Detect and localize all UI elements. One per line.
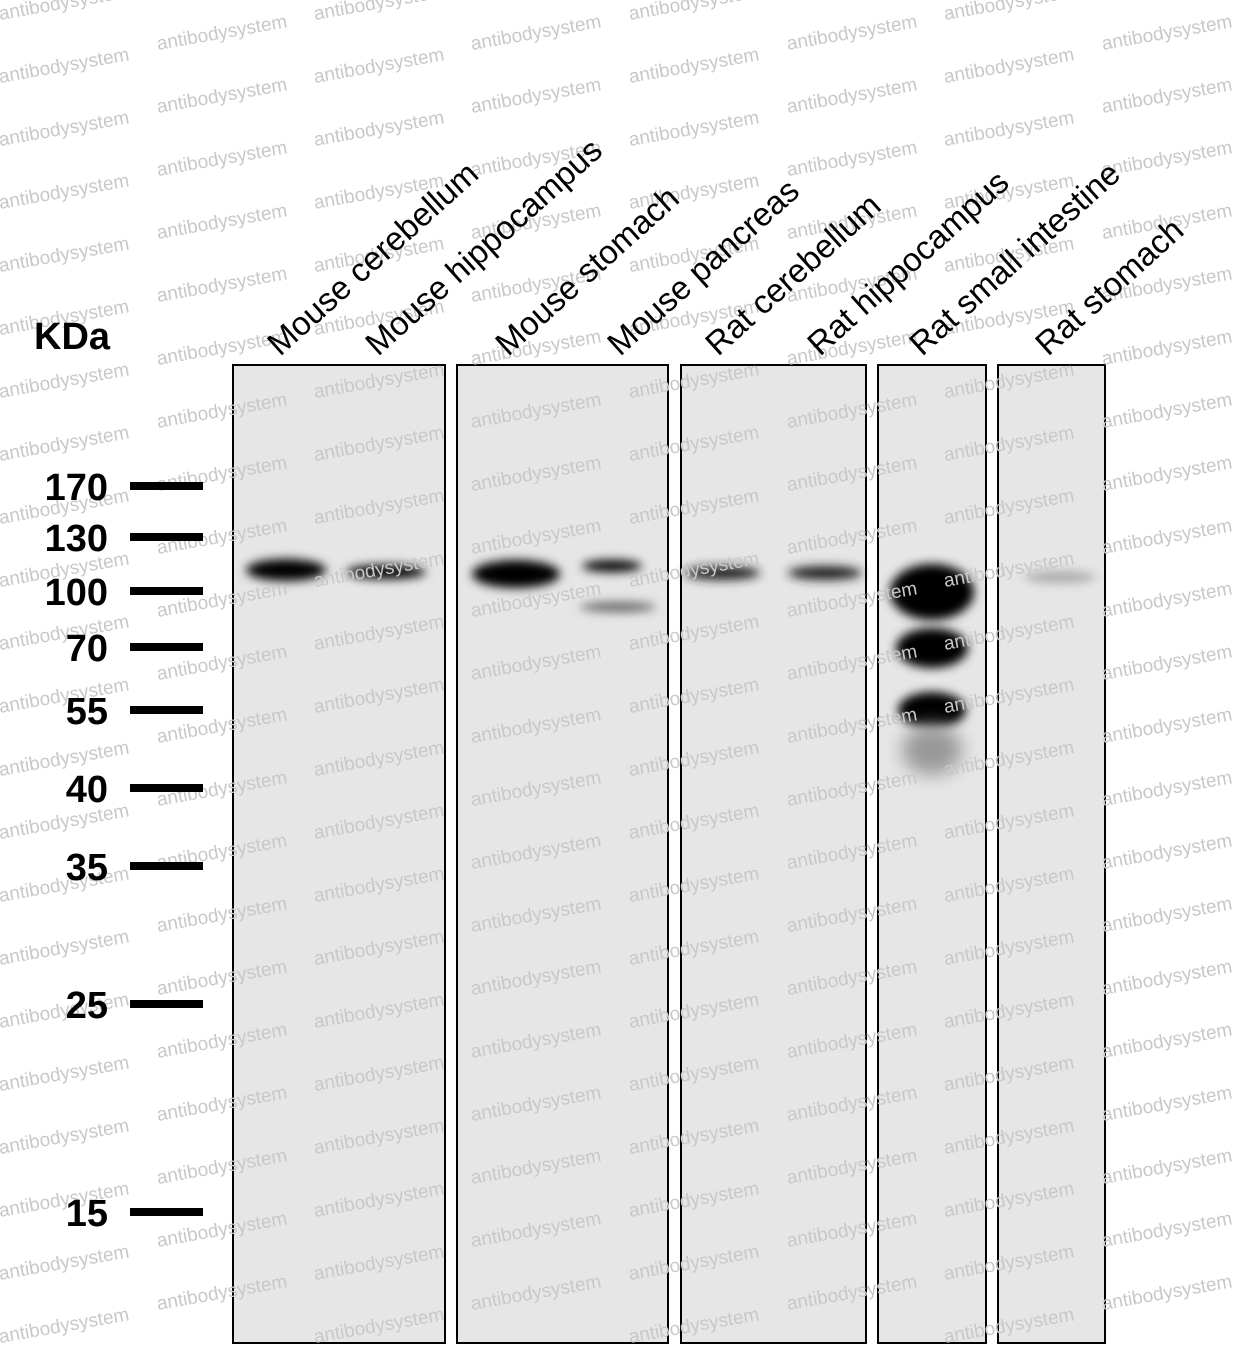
watermark: antibodysystem — [1100, 1208, 1234, 1252]
marker-bar — [130, 862, 203, 870]
marker-label: 130 — [45, 518, 108, 560]
watermark: antibodysystem — [0, 926, 131, 970]
watermark: antibodysystem — [312, 107, 446, 151]
watermark: antibodysystem — [1100, 956, 1234, 1000]
marker-bar — [130, 706, 203, 714]
band — [788, 566, 862, 580]
marker-bar — [130, 784, 203, 792]
marker-bar — [130, 1208, 203, 1216]
watermark: antibodysystem — [1100, 893, 1234, 937]
marker-bar — [130, 587, 203, 595]
band — [896, 628, 968, 668]
marker-bar — [130, 1000, 203, 1008]
band — [582, 560, 642, 572]
watermark: antibodysystem — [627, 107, 761, 151]
marker-label: 100 — [45, 572, 108, 614]
watermark: antibodysystem — [627, 44, 761, 88]
watermark: antibodysystem — [1100, 74, 1234, 118]
watermark: antibodysystem — [155, 263, 289, 307]
watermark: antibodysystem — [1100, 1145, 1234, 1189]
watermark: antibodysystem — [0, 359, 131, 403]
watermark: antibodysystem — [0, 170, 131, 214]
marker-label: 170 — [45, 467, 108, 509]
watermark: antibodysystem — [0, 1115, 131, 1159]
watermark: antibodysystem — [1100, 1082, 1234, 1126]
membrane-panel — [997, 364, 1106, 1344]
band — [580, 602, 656, 612]
watermark: antibodysystem — [1100, 1019, 1234, 1063]
watermark: antibodysystem — [469, 11, 603, 55]
watermark: antibodysystem — [155, 11, 289, 55]
unit-label: KDa — [34, 316, 111, 358]
watermark: antibodysystem — [312, 44, 446, 88]
watermark: antibodysystem — [1100, 452, 1234, 496]
band — [890, 564, 974, 620]
marker-label: 25 — [66, 985, 108, 1027]
band — [472, 560, 560, 588]
band — [246, 559, 326, 581]
watermark: antibodysystem — [0, 422, 131, 466]
watermark: antibodysystem — [1100, 578, 1234, 622]
watermark: antibodysystem — [1100, 515, 1234, 559]
watermark: antibodysystem — [155, 137, 289, 181]
membrane-panel — [456, 364, 669, 1344]
membrane-panel — [680, 364, 867, 1344]
band — [684, 566, 760, 580]
marker-label: 70 — [66, 628, 108, 670]
watermark: antibodysystem — [1100, 1271, 1234, 1315]
watermark: antibodysystem — [942, 107, 1076, 151]
watermark: antibodysystem — [0, 44, 131, 88]
watermark: antibodysystem — [0, 1304, 131, 1348]
marker-label: 55 — [66, 691, 108, 733]
watermark: antibodysystem — [155, 200, 289, 244]
marker-bar — [130, 533, 203, 541]
watermark: antibodysystem — [155, 74, 289, 118]
watermark: antibodysystem — [0, 1052, 131, 1096]
watermark: antibodysystem — [942, 0, 1076, 25]
watermark: antibodysystem — [942, 44, 1076, 88]
watermark: antibodysystem — [1100, 326, 1234, 370]
watermark: antibodysystem — [1100, 11, 1234, 55]
watermark: antibodysystem — [1100, 389, 1234, 433]
marker-label: 15 — [66, 1193, 108, 1235]
watermark: antibodysystem — [1100, 704, 1234, 748]
watermark: antibodysystem — [1100, 641, 1234, 685]
band — [898, 692, 966, 728]
watermark: antibodysystem — [312, 0, 446, 25]
watermark: antibodysystem — [0, 0, 131, 25]
watermark: antibodysystem — [0, 107, 131, 151]
smear — [902, 725, 962, 775]
watermark: antibodysystem — [1100, 830, 1234, 874]
marker-ladder: 170 130 100 70 55 40 35 25 15 — [45, 467, 203, 1235]
marker-bar — [130, 482, 203, 490]
watermark: antibodysystem — [1100, 767, 1234, 811]
marker-label: 40 — [66, 769, 108, 811]
bands — [246, 559, 1096, 775]
watermark: antibodysystem — [785, 74, 919, 118]
marker-bar — [130, 643, 203, 651]
membranes — [232, 364, 1106, 1344]
marker-label: 35 — [66, 847, 108, 889]
watermark: antibodysystem — [0, 1241, 131, 1285]
watermark: antibodysystem — [469, 74, 603, 118]
membrane-panel — [232, 364, 446, 1344]
band — [1024, 571, 1096, 583]
watermark: antibodysystem — [785, 137, 919, 181]
membrane-panel — [877, 364, 987, 1344]
band — [346, 565, 426, 579]
watermark: antibodysystem — [627, 0, 761, 25]
watermark: antibodysystem — [785, 11, 919, 55]
watermark: antibodysystem — [0, 233, 131, 277]
